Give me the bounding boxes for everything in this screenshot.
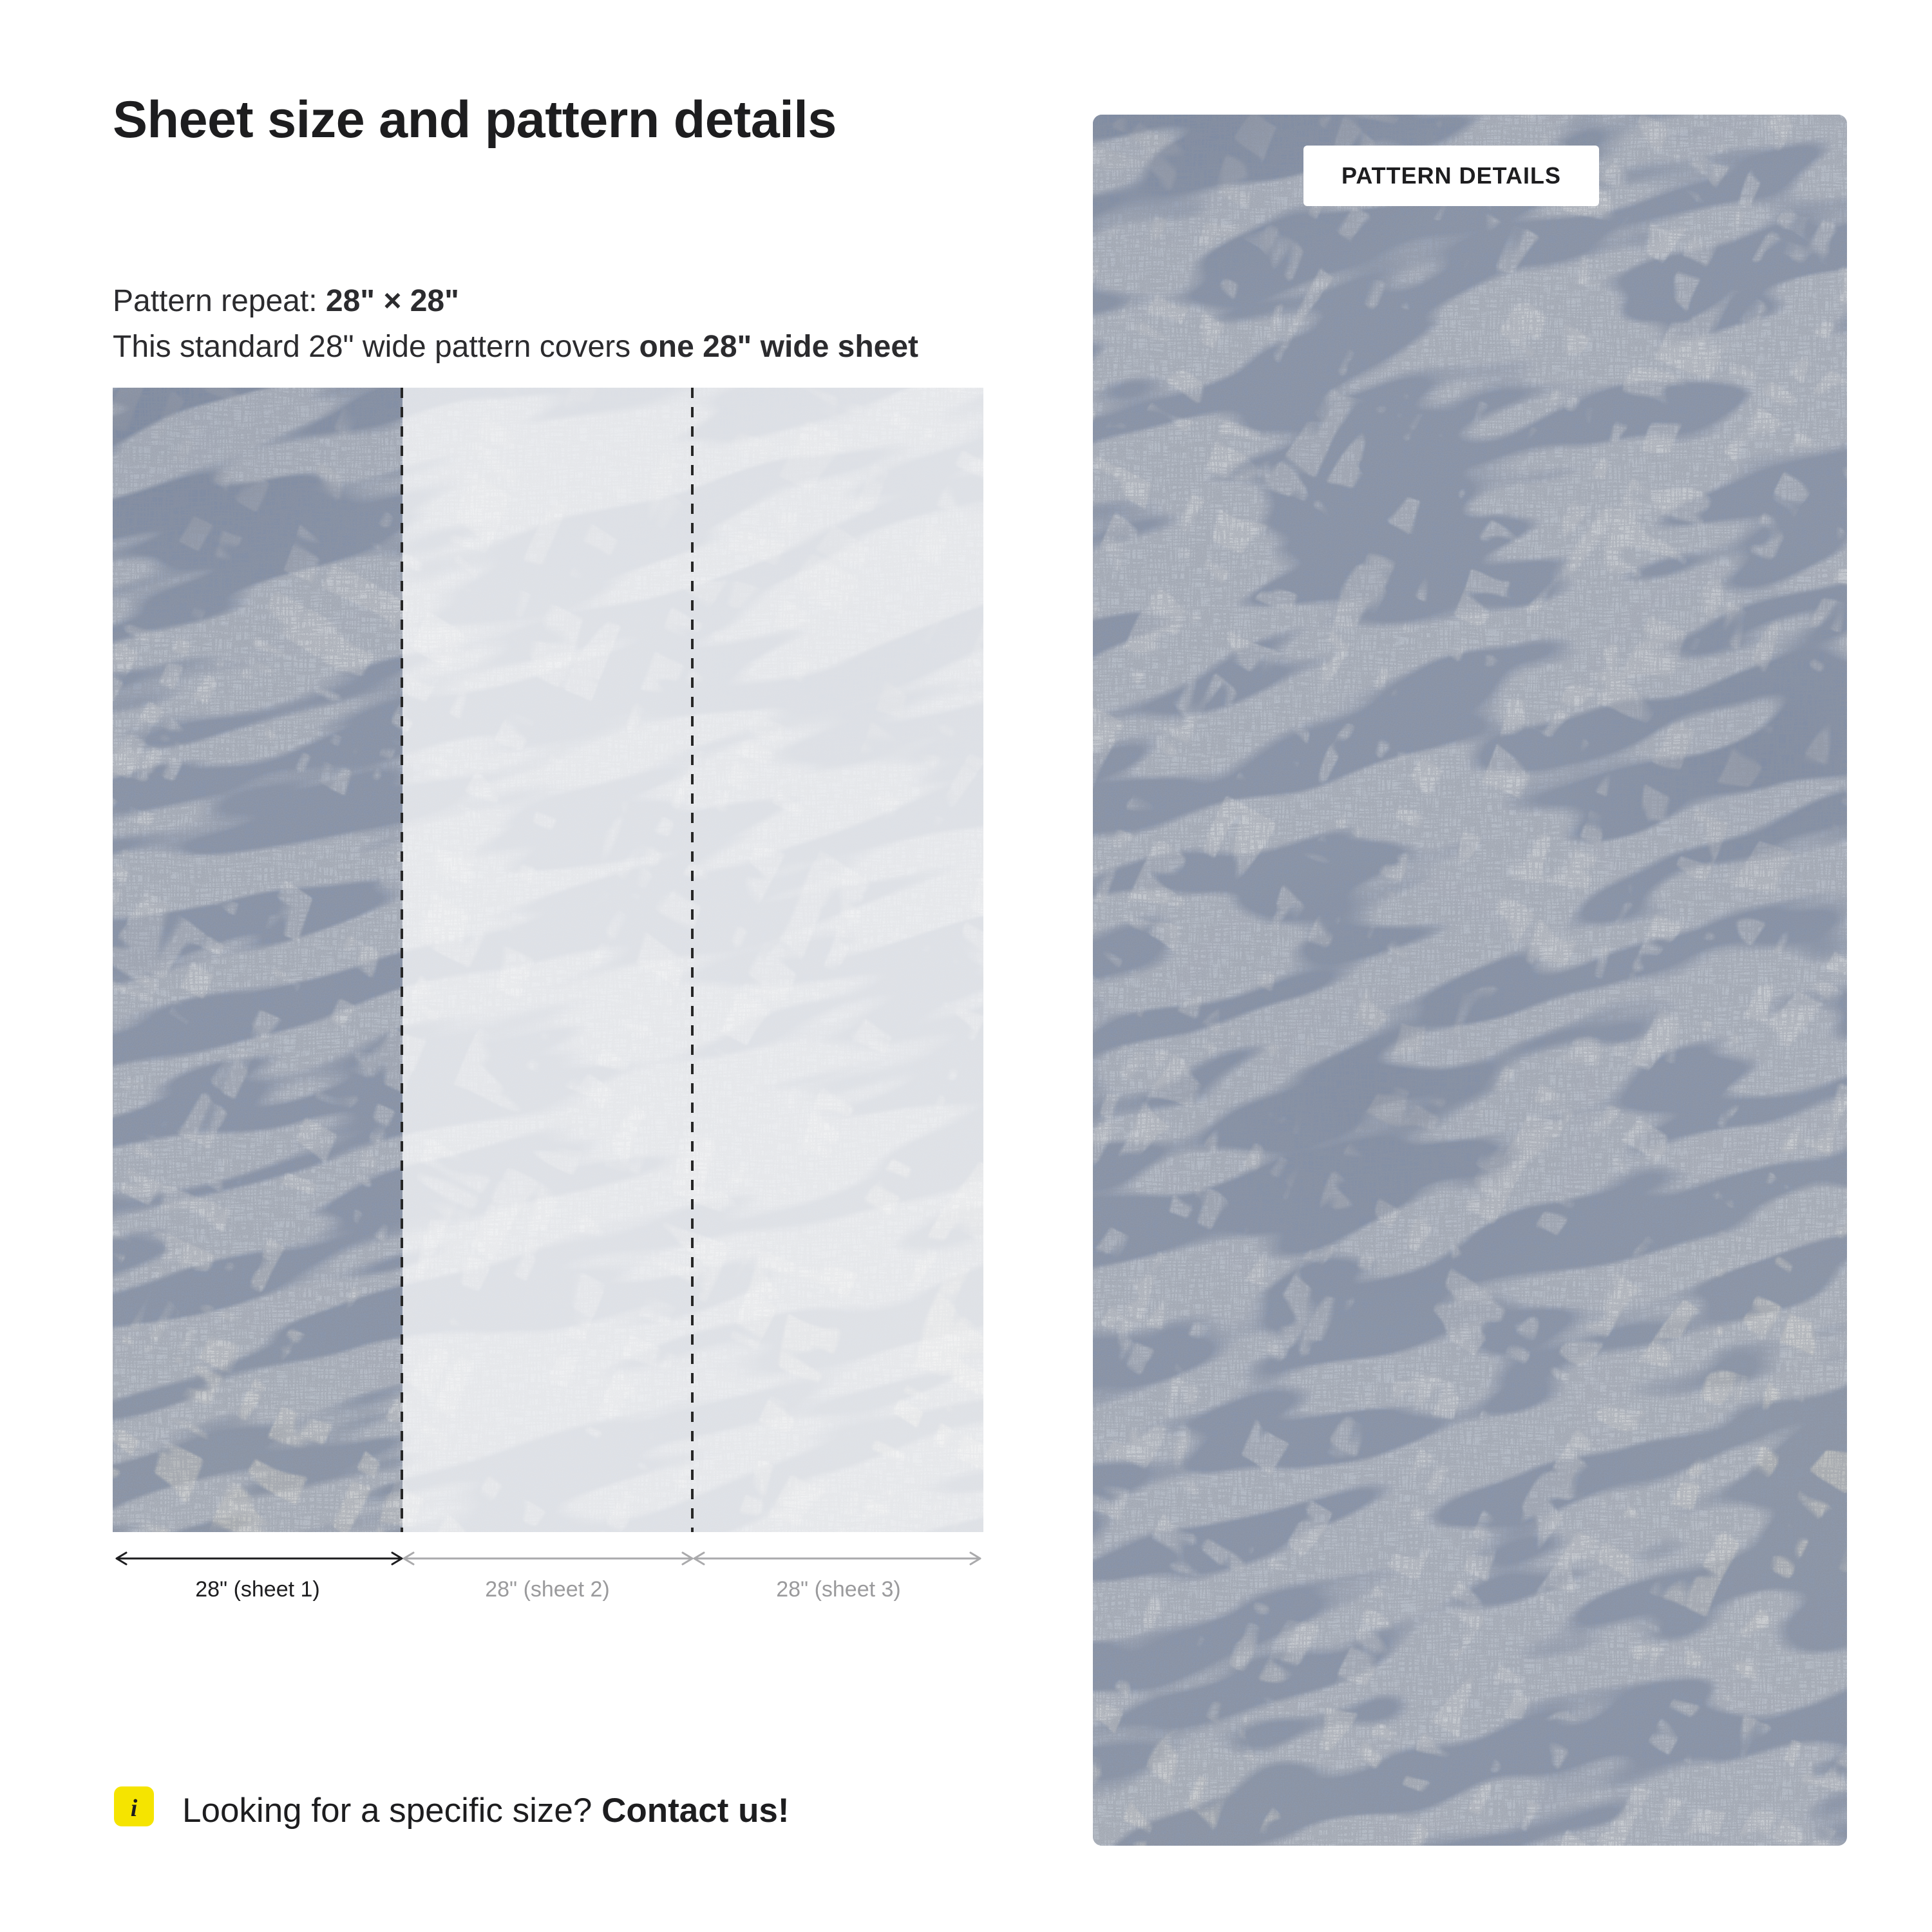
svg-text:i: i (131, 1795, 138, 1822)
